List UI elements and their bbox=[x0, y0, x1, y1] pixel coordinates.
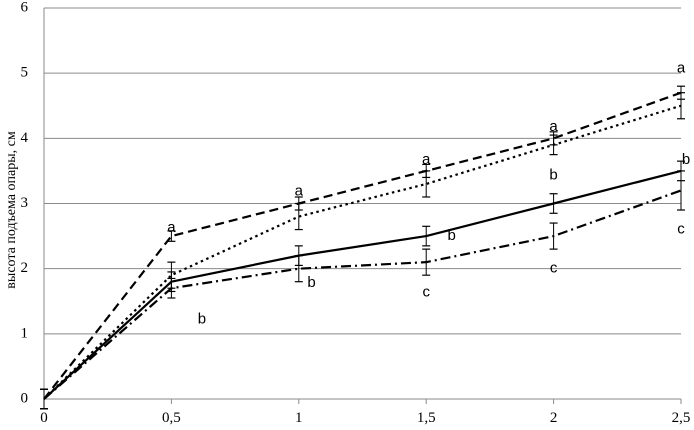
significance-letter: b bbox=[682, 151, 690, 168]
error-bars bbox=[40, 85, 685, 410]
significance-letter: a bbox=[167, 219, 176, 236]
series-line-dashdot bbox=[43, 189, 682, 400]
significance-letter: c bbox=[677, 221, 685, 238]
axes bbox=[43, 8, 682, 404]
series-line-solid bbox=[43, 169, 682, 400]
gridlines bbox=[44, 7, 681, 335]
significance-letter: b bbox=[198, 310, 206, 327]
tick-labels: 0 1 2 3 4 5 6 0 0,5 1 1,5 2 2,5 bbox=[21, 0, 691, 426]
y-tick-label: 0 bbox=[21, 390, 29, 406]
significance-letter: b bbox=[307, 274, 315, 291]
y-tick-label: 1 bbox=[21, 325, 29, 341]
series-line-dashed bbox=[43, 91, 682, 400]
significance-letter: b bbox=[549, 166, 557, 183]
y-tick-label: 5 bbox=[21, 65, 29, 81]
y-tick-label: 4 bbox=[21, 130, 29, 146]
x-tick-label: 2,5 bbox=[672, 410, 691, 426]
y-tick-label: 6 bbox=[21, 0, 29, 15]
significance-letter: a bbox=[677, 60, 686, 77]
series-lines bbox=[43, 91, 682, 400]
annotations: a b a b a b c a b c a b c bbox=[167, 60, 690, 328]
x-tick-label: 0 bbox=[40, 410, 48, 426]
significance-letter: c bbox=[550, 260, 558, 277]
x-tick-label: 0,5 bbox=[162, 410, 181, 426]
significance-letter: a bbox=[549, 118, 558, 135]
significance-letter: a bbox=[422, 151, 431, 168]
significance-letter: a bbox=[295, 183, 304, 200]
y-tick-label: 2 bbox=[21, 260, 29, 276]
y-axis-title: высота подъема опары, см bbox=[4, 131, 19, 289]
y-tick-label: 3 bbox=[21, 195, 29, 211]
x-tick-label: 1 bbox=[295, 410, 303, 426]
x-tick-label: 1,5 bbox=[417, 410, 436, 426]
significance-letter: b bbox=[448, 227, 456, 244]
series-line-dotted bbox=[43, 104, 682, 400]
significance-letter: c bbox=[422, 284, 430, 301]
x-tick-label: 2 bbox=[550, 410, 558, 426]
